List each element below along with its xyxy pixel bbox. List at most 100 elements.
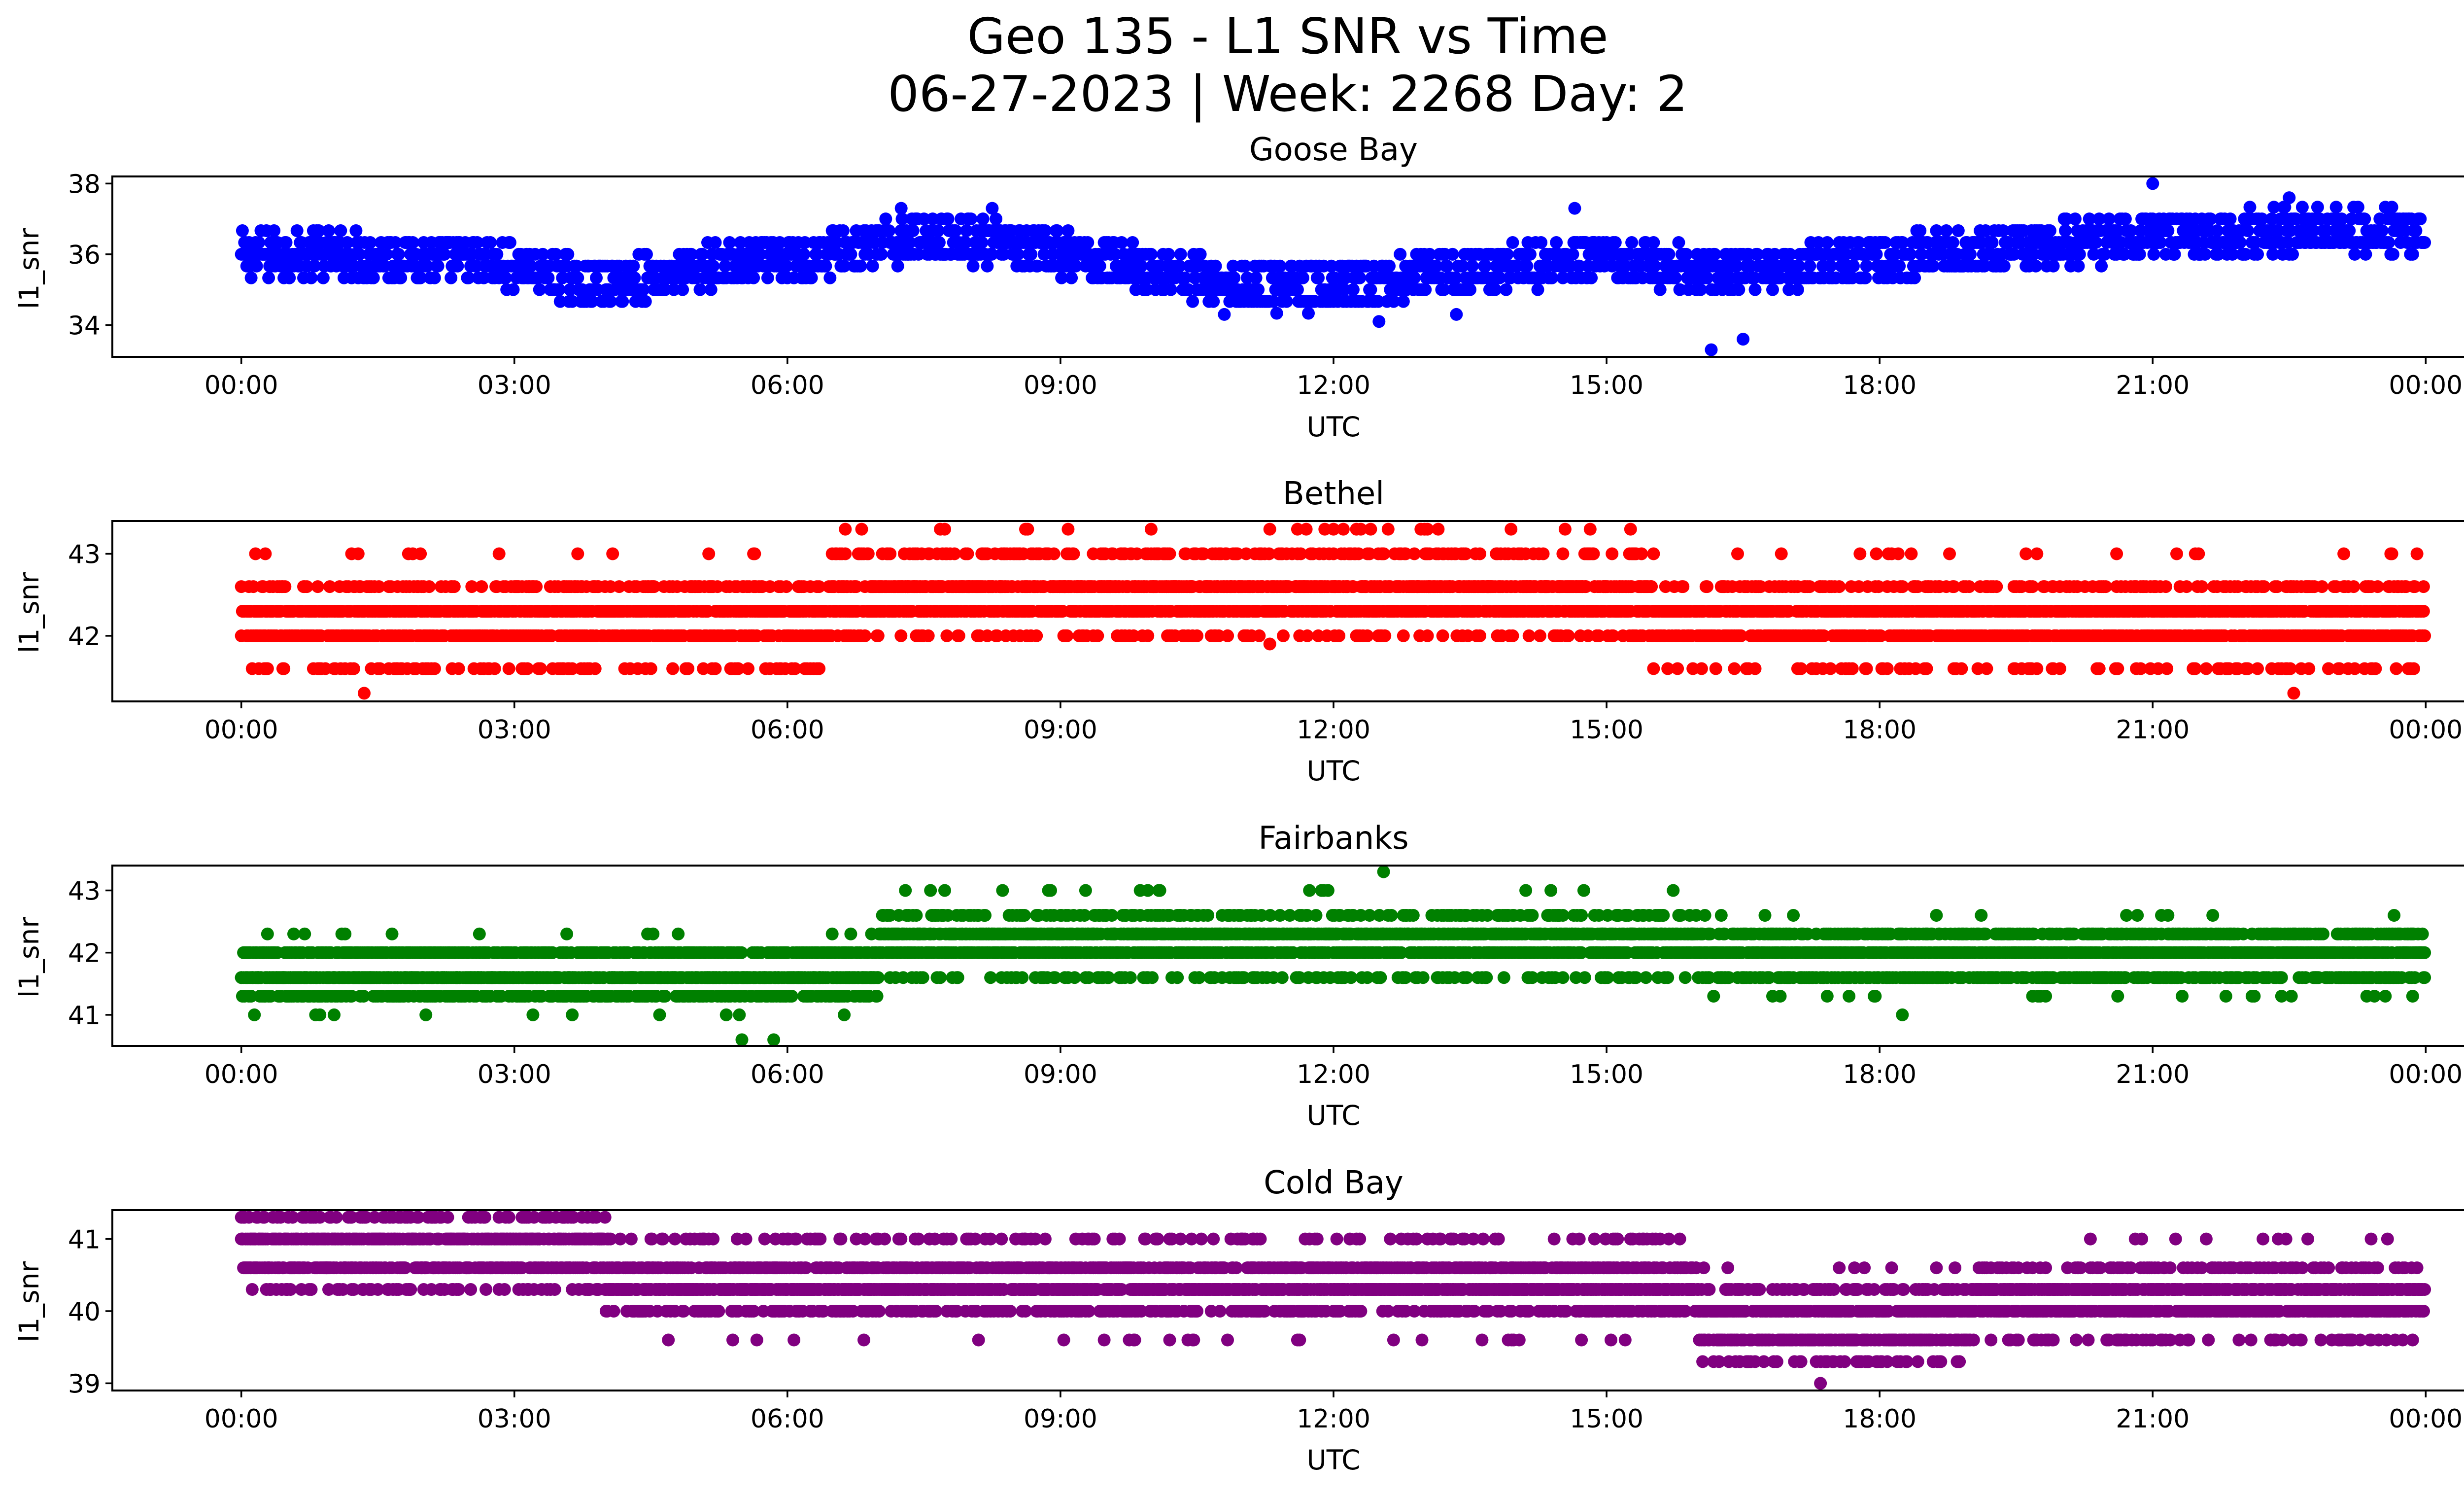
data-point bbox=[1126, 236, 1139, 249]
data-point bbox=[1030, 629, 1043, 642]
data-point bbox=[1312, 271, 1325, 284]
data-point bbox=[1397, 629, 1410, 642]
data-point bbox=[666, 662, 680, 675]
data-point bbox=[1705, 343, 1718, 356]
data-point bbox=[1025, 247, 1038, 261]
data-point bbox=[1647, 662, 1660, 675]
data-point bbox=[2243, 201, 2257, 214]
data-point bbox=[639, 295, 652, 308]
data-point bbox=[1207, 295, 1220, 308]
data-point bbox=[1847, 259, 1860, 273]
data-point bbox=[1920, 662, 1933, 675]
data-point bbox=[2283, 191, 2296, 205]
data-point bbox=[906, 224, 920, 237]
data-point bbox=[1091, 629, 1104, 642]
data-point bbox=[1473, 547, 1486, 560]
data-point bbox=[262, 271, 275, 284]
data-point bbox=[753, 247, 767, 261]
data-point bbox=[966, 259, 980, 273]
data-point bbox=[696, 247, 709, 261]
data-point bbox=[894, 629, 908, 642]
data-point bbox=[1908, 271, 1921, 284]
data-point bbox=[1566, 247, 1579, 261]
data-point bbox=[1625, 236, 1639, 249]
data-point bbox=[1853, 547, 1867, 560]
data-point bbox=[2047, 259, 2060, 273]
data-point bbox=[502, 662, 515, 675]
data-point bbox=[1194, 247, 1207, 261]
x-axis-label: UTC bbox=[1306, 411, 1360, 443]
data-point bbox=[534, 662, 547, 675]
data-point bbox=[312, 224, 325, 237]
data-point bbox=[471, 236, 484, 249]
data-point bbox=[1533, 629, 1546, 642]
data-point bbox=[1709, 662, 1722, 675]
data-point bbox=[1055, 271, 1068, 284]
data-point bbox=[1182, 283, 1195, 296]
data-point bbox=[1522, 629, 1536, 642]
data-point bbox=[2241, 224, 2255, 237]
data-point bbox=[290, 224, 304, 237]
data-point bbox=[1408, 271, 1421, 284]
data-point bbox=[2251, 247, 2264, 261]
data-point bbox=[521, 662, 534, 675]
data-point bbox=[2224, 212, 2237, 226]
data-point bbox=[823, 271, 837, 284]
y-tick-label: 36 bbox=[68, 241, 101, 270]
data-point bbox=[1962, 580, 1976, 593]
data-point bbox=[1218, 308, 1231, 321]
data-point bbox=[2095, 259, 2108, 273]
data-point bbox=[747, 271, 760, 284]
data-point bbox=[891, 259, 904, 273]
data-point bbox=[1449, 271, 1463, 284]
data-point bbox=[854, 259, 867, 273]
data-point bbox=[499, 271, 512, 284]
data-point bbox=[1440, 259, 1454, 273]
data-point bbox=[503, 236, 516, 249]
data-point bbox=[1694, 283, 1707, 296]
data-point bbox=[1061, 522, 1075, 536]
data-point bbox=[616, 295, 629, 308]
figure-title-line1: Geo 135 - L1 SNR vs Time bbox=[967, 7, 1608, 65]
data-point bbox=[283, 271, 296, 284]
data-point bbox=[2073, 247, 2086, 261]
data-point bbox=[507, 283, 520, 296]
data-point bbox=[1846, 662, 1859, 675]
data-point bbox=[1419, 283, 1432, 296]
data-point bbox=[1891, 547, 1905, 560]
data-point bbox=[1980, 662, 1993, 675]
data-point bbox=[428, 662, 441, 675]
data-point bbox=[549, 247, 562, 261]
data-point bbox=[1173, 259, 1186, 273]
data-point bbox=[236, 224, 249, 237]
data-point bbox=[1587, 547, 1600, 560]
data-point bbox=[1423, 247, 1436, 261]
data-point bbox=[719, 259, 732, 273]
data-point bbox=[349, 224, 363, 237]
data-point bbox=[2211, 224, 2224, 237]
data-point bbox=[1748, 283, 1762, 296]
data-point bbox=[2119, 212, 2132, 226]
data-point bbox=[389, 236, 402, 249]
data-point bbox=[341, 236, 354, 249]
data-point bbox=[2386, 247, 2399, 261]
data-point bbox=[903, 236, 917, 249]
data-point bbox=[2059, 224, 2072, 237]
data-point bbox=[810, 247, 823, 261]
data-point bbox=[2418, 236, 2431, 249]
data-point bbox=[1296, 271, 1309, 284]
data-point bbox=[1430, 259, 1443, 273]
data-point bbox=[1562, 629, 1575, 642]
data-point bbox=[1824, 259, 1837, 273]
data-point bbox=[1450, 308, 1463, 321]
data-point bbox=[1645, 580, 1658, 593]
data-point bbox=[2168, 247, 2181, 261]
data-point bbox=[1069, 259, 1082, 273]
data-point bbox=[1500, 283, 1513, 296]
data-point bbox=[1964, 247, 1977, 261]
data-point bbox=[1302, 307, 1315, 320]
data-point bbox=[553, 295, 567, 308]
data-point bbox=[1489, 283, 1502, 296]
data-point bbox=[1115, 236, 1128, 249]
